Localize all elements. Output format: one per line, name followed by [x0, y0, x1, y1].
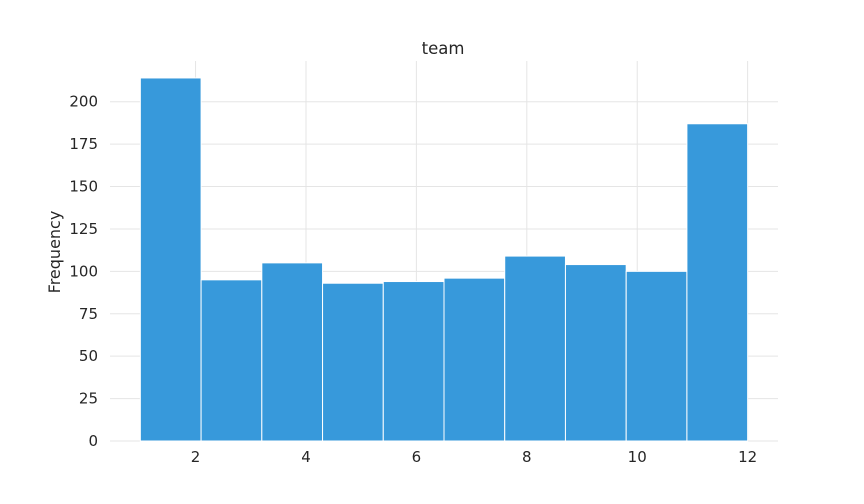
x-tick-label: 8 — [522, 448, 532, 466]
histogram-bar — [625, 270, 688, 442]
y-tick-label: 75 — [79, 305, 98, 323]
histogram-bar — [200, 279, 263, 442]
x-tick-label: 12 — [738, 448, 757, 466]
histogram-bar — [443, 277, 506, 442]
x-tick-label: 6 — [412, 448, 422, 466]
chart-title: team — [422, 39, 465, 58]
histogram-bar — [686, 123, 749, 442]
x-tick-label: 4 — [301, 448, 311, 466]
y-tick-label: 150 — [69, 178, 98, 196]
histogram-bar — [564, 264, 627, 442]
y-tick-label: 100 — [69, 262, 98, 280]
y-tick-label: 200 — [69, 93, 98, 111]
histogram-bar — [261, 262, 324, 442]
y-tick-label: 125 — [69, 220, 98, 238]
x-tick-label: 2 — [191, 448, 201, 466]
x-tick-label: 10 — [628, 448, 647, 466]
histogram-bar — [322, 282, 384, 442]
y-tick-labels: 0 25 50 75 100 125 150 175 200 — [69, 93, 98, 450]
histogram-bar — [382, 281, 445, 442]
y-tick-label: 175 — [69, 135, 98, 153]
y-axis-label: Frequency — [45, 211, 64, 294]
y-tick-label: 50 — [79, 347, 98, 365]
y-tick-label: 0 — [88, 432, 98, 450]
y-tick-label: 25 — [79, 390, 98, 408]
x-tick-labels: 2 4 6 8 10 12 — [191, 448, 757, 466]
histogram-bar — [139, 77, 202, 442]
histogram-bar — [504, 255, 566, 442]
bars — [139, 77, 749, 442]
